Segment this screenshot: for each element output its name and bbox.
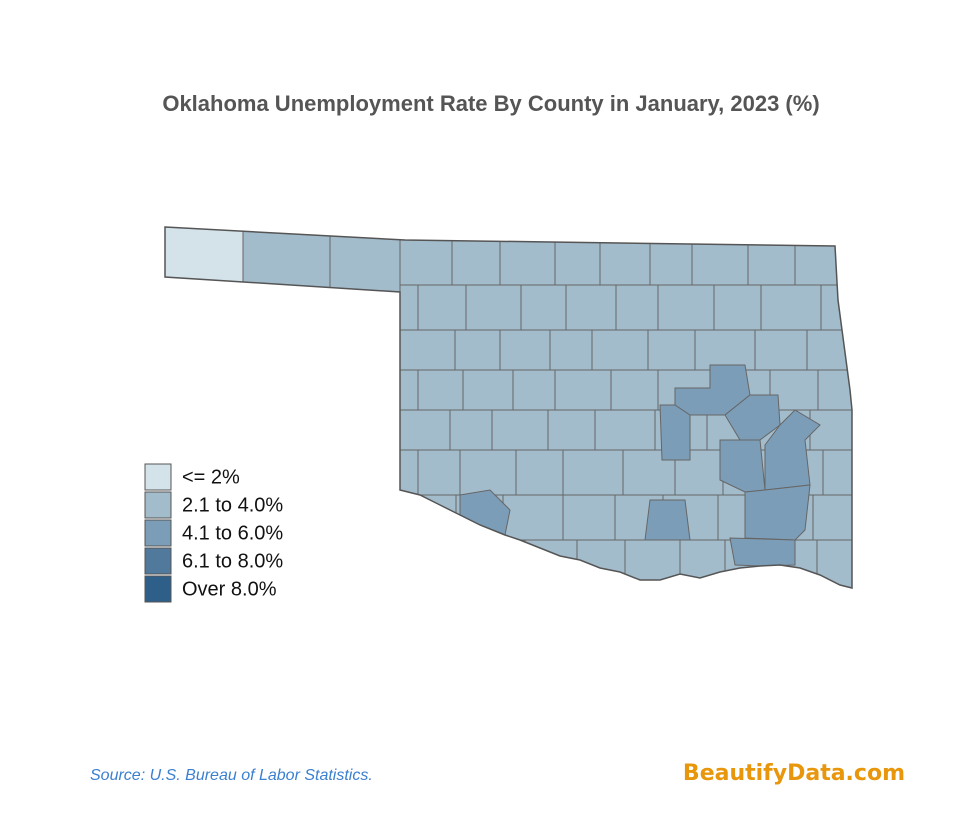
county: [691, 239, 749, 286]
legend-swatch: [144, 575, 172, 603]
county: [547, 409, 596, 451]
county: [822, 449, 852, 496]
county: [855, 495, 911, 540]
county: [647, 329, 696, 371]
county: [417, 449, 461, 496]
county: [744, 484, 811, 541]
county: [520, 284, 567, 331]
legend-swatch: [144, 519, 172, 547]
county: [855, 410, 905, 450]
county: [417, 284, 467, 331]
county: [855, 330, 910, 370]
county: [417, 369, 464, 411]
county: [760, 284, 822, 331]
legend-label: 2.1 to 4.0%: [182, 494, 283, 516]
county: [399, 494, 457, 541]
county: [747, 239, 796, 286]
brand-logo: BeautifyData.com: [683, 761, 905, 786]
county: [591, 329, 649, 371]
legend-label: 6.1 to 8.0%: [182, 550, 283, 572]
legend-swatch: [144, 491, 172, 519]
county: [576, 539, 626, 588]
county: [729, 537, 796, 567]
county: [464, 539, 526, 588]
county: [599, 239, 651, 286]
county: [624, 539, 681, 588]
county: [502, 494, 564, 541]
source-note: Source: U.S. Bureau of Labor Statistics.: [90, 767, 373, 784]
legend-label: 4.1 to 6.0%: [182, 522, 283, 544]
county: [820, 284, 852, 331]
county: [459, 449, 517, 496]
county: [713, 284, 762, 331]
county: [679, 539, 726, 588]
county: [462, 369, 514, 411]
county: [817, 369, 852, 411]
county: [565, 284, 617, 331]
county: [399, 329, 456, 371]
county: [454, 329, 501, 371]
county: [499, 329, 551, 371]
county: [451, 239, 501, 286]
county: [562, 449, 624, 496]
county: [549, 329, 593, 371]
legend-label: Over 8.0%: [182, 578, 277, 600]
county: [491, 409, 549, 451]
county: [649, 239, 693, 286]
county: [855, 240, 907, 285]
county: [812, 494, 852, 541]
legend-swatch: [144, 547, 172, 575]
county: [562, 494, 616, 541]
legend-label: <= 2%: [182, 466, 240, 488]
county: [449, 409, 493, 451]
county: [499, 239, 556, 286]
county: [806, 329, 852, 371]
county: [615, 284, 659, 331]
county: [515, 449, 564, 496]
county: [329, 227, 406, 296]
county: [399, 369, 419, 411]
county: [417, 539, 466, 588]
county: [644, 499, 691, 541]
county: [694, 329, 756, 371]
county: [465, 284, 522, 331]
county: [399, 239, 453, 286]
county: [399, 284, 419, 331]
legend: <= 2% 2.1 to 4.0% 4.1 to 6.0% 6.1 to 8.0% Ov…: [144, 463, 283, 603]
county: [524, 539, 578, 588]
county: [399, 539, 419, 588]
county: [657, 284, 715, 331]
county: [554, 239, 601, 286]
county: [554, 369, 612, 411]
county: [594, 409, 656, 451]
county: [399, 409, 451, 451]
county: [809, 409, 852, 451]
map-title: Oklahoma Unemployment Rate By County in …: [162, 91, 819, 116]
county: [754, 329, 808, 371]
county: [399, 449, 419, 496]
county: [512, 369, 556, 411]
county: [816, 539, 852, 588]
county: [610, 369, 659, 411]
county: [794, 239, 852, 286]
county: [659, 404, 691, 461]
legend-swatch: [144, 463, 172, 491]
